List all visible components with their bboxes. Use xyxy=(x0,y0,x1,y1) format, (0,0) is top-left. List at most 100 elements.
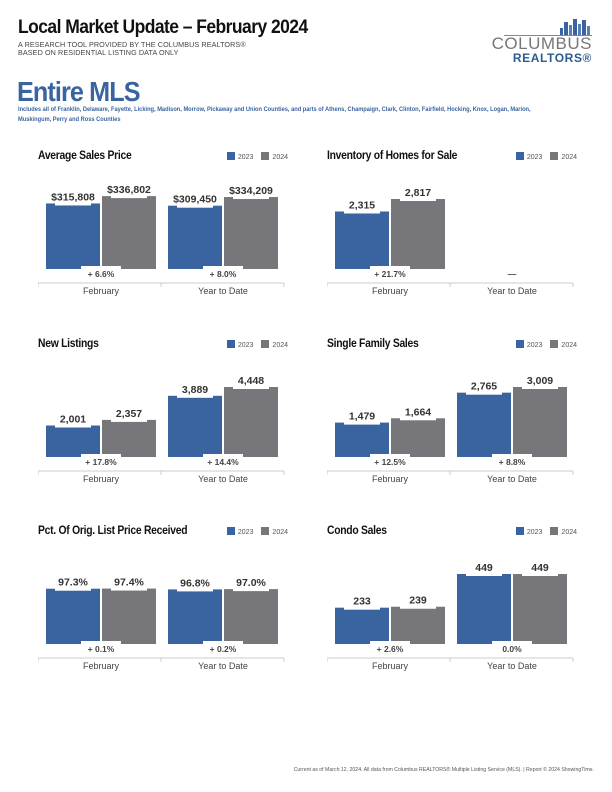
bar-2024-year-to-date xyxy=(513,387,567,457)
change-label-bg xyxy=(203,454,243,468)
category-label: Year to Date xyxy=(487,286,537,296)
footer-note: Current as of March 12, 2024. All data f… xyxy=(293,767,594,773)
legend-label: 2023 xyxy=(526,529,543,536)
legend-label: 2024 xyxy=(272,342,288,349)
legend-swatch xyxy=(226,527,235,535)
legend-label: 2024 xyxy=(272,529,288,536)
legend-2023: 2023 xyxy=(226,527,254,536)
chart-plot: $315,808 $336,802 + 6.6% February $309,450 $3… xyxy=(38,183,285,296)
legend-2023: 2023 xyxy=(515,527,543,536)
bar-label-bg xyxy=(233,576,269,592)
bar-2023-february xyxy=(46,588,100,644)
bar-2024-february xyxy=(102,419,156,457)
legend-2024: 2024 xyxy=(261,340,288,349)
category-label: Year to Date xyxy=(198,661,248,671)
change-label: + 0.2% xyxy=(210,644,237,654)
bar-2024-february xyxy=(102,588,156,644)
bar-value-label: 2,357 xyxy=(116,408,142,420)
legend-2023: 2023 xyxy=(226,152,254,161)
chart-legend: 2023 2024 xyxy=(226,340,288,349)
chart-new-listings: New Listings 2023 2024 2,001 2,357 + 17.8% Feb… xyxy=(38,338,288,498)
bar-value-label: 96.8% xyxy=(180,577,210,589)
change-label: 0.0% xyxy=(502,644,522,654)
change-label-bg xyxy=(370,266,410,280)
bar-value-label: 97.4% xyxy=(114,577,144,589)
bar-label-bg xyxy=(177,576,213,592)
bar-label-bg xyxy=(111,183,147,199)
report-subtitle-line2: BASED ON RESIDENTIAL LISTING DATA ONLY xyxy=(18,48,179,57)
bar-2024-february xyxy=(102,196,156,269)
chart-plot: 2,001 2,357 + 17.8% February 3,889 4,448 + 14.… xyxy=(38,374,285,484)
change-label: + 21.7% xyxy=(374,269,406,279)
legend-swatch xyxy=(515,527,524,535)
category-label: Year to Date xyxy=(198,286,248,296)
chart-pct-orig-list-price: Pct. Of Orig. List Price Received 2023 202… xyxy=(38,525,288,685)
bar-label-bg xyxy=(177,192,213,208)
bar-2023-year-to-date xyxy=(457,392,511,457)
bar-label-bg xyxy=(55,190,91,206)
bar-label-bg xyxy=(111,575,147,591)
bar-2024-february xyxy=(391,418,445,457)
city-skyline-icon xyxy=(560,19,590,36)
legend-swatch xyxy=(261,527,270,535)
change-label-bg xyxy=(492,641,532,655)
change-label-bg xyxy=(492,266,532,280)
bar-value-label: 239 xyxy=(409,595,427,607)
legend-label: 2023 xyxy=(526,342,543,349)
legend-2024: 2024 xyxy=(550,527,577,536)
bar-value-label: 4,448 xyxy=(238,375,264,387)
columbus-realtors-logo: COLUMBUS REALTORS® xyxy=(492,16,596,65)
category-label: Year to Date xyxy=(198,474,248,484)
legend-label: 2023 xyxy=(237,529,254,536)
legend-swatch xyxy=(261,340,270,348)
bar-2024-february xyxy=(391,199,445,269)
chart-legend: 2023 2024 xyxy=(515,152,577,161)
bar-2023-february xyxy=(335,211,389,269)
bar-2024-year-to-date xyxy=(224,387,278,457)
category-label: February xyxy=(83,474,120,484)
bar-value-label: 97.0% xyxy=(236,577,266,589)
bar-label-bg xyxy=(400,405,436,421)
change-label: + 2.6% xyxy=(377,644,404,654)
bar-value-label: 449 xyxy=(531,562,549,574)
bar-label-bg xyxy=(400,186,436,201)
legend-label: 2023 xyxy=(237,342,254,349)
bar-2023-february xyxy=(335,607,389,644)
category-label: Year to Date xyxy=(487,474,537,484)
bar-label-bg xyxy=(177,382,213,398)
legend-2024: 2024 xyxy=(261,527,288,536)
bar-value-label: 1,479 xyxy=(349,411,375,423)
bar-2024-february xyxy=(391,606,445,644)
legend-label: 2023 xyxy=(526,154,543,161)
bar-label-bg xyxy=(344,409,380,425)
chart-title: Single Family Sales xyxy=(327,338,419,350)
legend-2024: 2024 xyxy=(550,340,577,349)
legend-swatch xyxy=(550,340,559,348)
chart-plot: 2,315 2,817 + 21.7% February — Year to Date xyxy=(327,186,574,296)
bar-value-label: 3,009 xyxy=(527,375,553,387)
change-label: + 17.8% xyxy=(85,457,117,467)
report-title: Local Market Update – February 2024 xyxy=(18,17,308,38)
change-label-bg xyxy=(203,641,243,655)
legend-swatch xyxy=(515,340,524,348)
legend-2024: 2024 xyxy=(550,152,577,161)
legend-label: 2024 xyxy=(272,154,288,161)
legend-label: 2023 xyxy=(237,154,254,161)
bar-value-label: 449 xyxy=(475,562,493,574)
legend-swatch xyxy=(515,152,524,160)
bar-2023-february xyxy=(46,425,100,457)
category-label: February xyxy=(372,286,409,296)
category-label: Year to Date xyxy=(487,661,537,671)
change-label-bg xyxy=(370,641,410,655)
bar-label-bg xyxy=(522,374,558,389)
bar-label-bg xyxy=(233,184,269,200)
category-label: February xyxy=(83,661,120,671)
legend-swatch xyxy=(550,152,559,160)
bar-value-label: 1,664 xyxy=(405,406,431,418)
chart-condo-sales: Condo Sales 2023 2024 233 239 + 2.6% February 4… xyxy=(327,525,577,685)
change-label: + 6.6% xyxy=(88,269,115,279)
bar-2023-year-to-date xyxy=(168,205,222,269)
legend-swatch xyxy=(226,152,235,160)
bar-label-bg xyxy=(522,561,558,576)
change-label: + 8.8% xyxy=(499,457,526,467)
